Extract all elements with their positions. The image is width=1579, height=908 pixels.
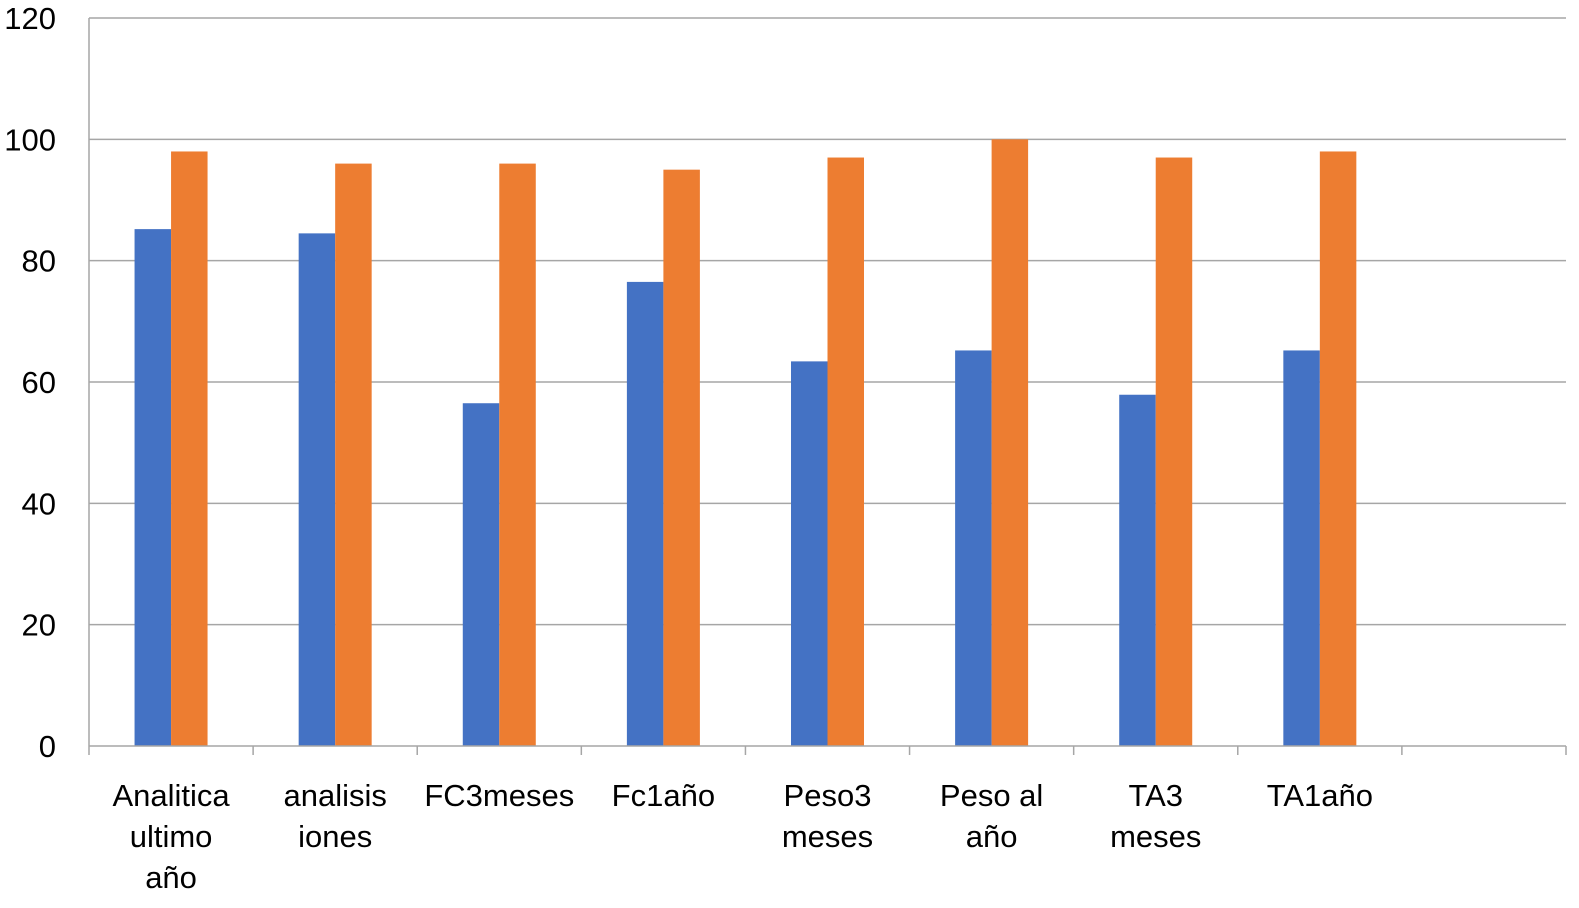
- bar-series2-cat5: [827, 157, 864, 747]
- x-category-label: ultimo: [130, 819, 213, 854]
- bar-series1-cat8: [1283, 350, 1320, 746]
- x-category-label: Fc1año: [612, 778, 715, 813]
- x-category-label: TA3: [1128, 778, 1183, 813]
- y-tick-label: 40: [22, 486, 56, 521]
- y-tick-label: 60: [22, 365, 56, 400]
- y-tick-label: 0: [39, 729, 56, 764]
- x-category-label: Peso3: [784, 778, 872, 813]
- x-category-label: FC3meses: [424, 778, 574, 813]
- bar-series1-cat1: [134, 229, 172, 746]
- labels: 0 20 40 60 80 100 120 Analitica ultimo año analisi…: [4, 1, 1373, 895]
- y-tick-label: 20: [22, 608, 56, 643]
- bar-series1-cat2: [298, 233, 336, 746]
- bar-series2-cat3: [499, 163, 536, 747]
- x-category-label: meses: [782, 819, 873, 854]
- x-category-label: año: [966, 819, 1018, 854]
- x-category-label: Peso al: [940, 778, 1043, 813]
- bar-series1-cat4: [626, 281, 664, 746]
- bar-series2-cat6: [991, 139, 1029, 747]
- x-category-label: iones: [298, 819, 372, 854]
- bar-series2-cat7: [1155, 157, 1193, 747]
- bar-series1-cat5: [791, 361, 828, 746]
- bar-series2-cat1: [171, 151, 208, 746]
- bar-series1-cat7: [1119, 394, 1156, 746]
- bar-series1-cat3: [462, 403, 500, 746]
- bar-series2-cat2: [335, 163, 372, 747]
- x-category-label: año: [145, 860, 197, 895]
- y-tick-label: 100: [4, 122, 56, 157]
- axes: [88, 18, 1567, 755]
- x-category-label: Analitica: [112, 778, 230, 813]
- bars: [134, 139, 1357, 747]
- x-category-label: TA1año: [1267, 778, 1373, 813]
- bar-series1-cat6: [955, 350, 992, 746]
- x-category-label: meses: [1110, 819, 1201, 854]
- y-tick-label: 80: [22, 244, 56, 279]
- bar-series2-cat8: [1319, 151, 1357, 746]
- y-tick-label: 120: [4, 1, 56, 36]
- x-category-label: analisis: [283, 778, 386, 813]
- bar-series2-cat4: [663, 169, 700, 746]
